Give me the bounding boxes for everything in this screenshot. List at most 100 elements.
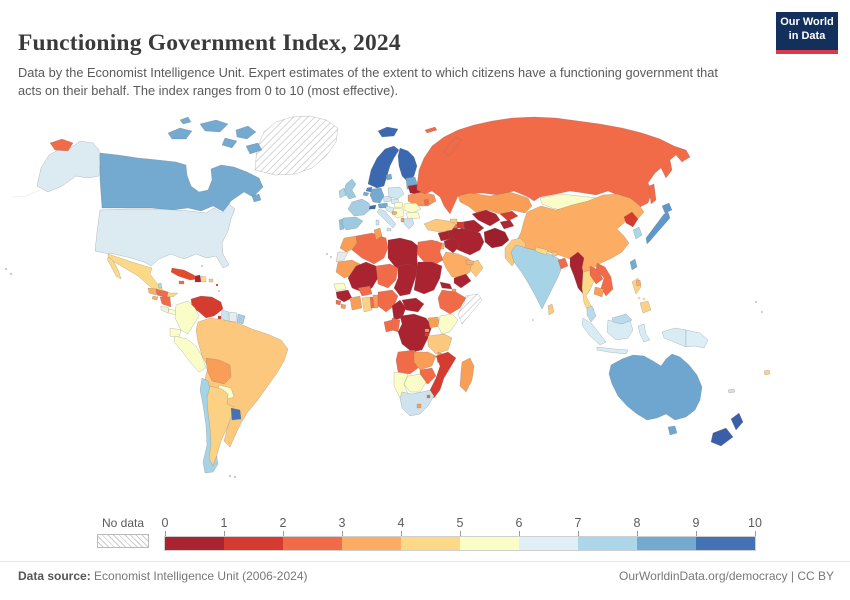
country-azerbaijan[interactable]	[456, 221, 465, 229]
country-taiwan[interactable]	[629, 258, 638, 271]
country-spain[interactable]	[341, 216, 364, 231]
country-romania[interactable]	[403, 202, 422, 214]
country-greece[interactable]	[403, 217, 415, 230]
country-uruguay[interactable]	[230, 407, 242, 421]
country-canada[interactable]	[99, 152, 264, 213]
country-afghanistan[interactable]	[483, 227, 510, 249]
country-eritrea[interactable]	[439, 281, 453, 290]
country-greenland[interactable]	[254, 115, 339, 176]
country-central-african-republic[interactable]	[401, 297, 425, 313]
country-french-guiana[interactable]	[236, 313, 246, 325]
country-indonesia-java[interactable]	[596, 346, 629, 355]
country-guatemala[interactable]	[147, 287, 158, 296]
country-ghana[interactable]	[361, 296, 373, 313]
country-canada-island[interactable]	[199, 119, 229, 133]
country-sudan[interactable]	[413, 261, 443, 295]
country-switzerland[interactable]	[368, 204, 377, 210]
country-chukotka[interactable]	[49, 138, 74, 152]
country-russia-novaya-zemlya[interactable]	[443, 136, 463, 157]
legend-band[interactable]	[283, 537, 342, 550]
country-moldova[interactable]	[423, 198, 430, 206]
country-usa[interactable]	[94, 203, 236, 269]
country-canada-island[interactable]	[235, 125, 257, 140]
legend-band[interactable]	[637, 537, 696, 550]
country-mexico-baja[interactable]	[106, 256, 122, 280]
country-kyrgyzstan[interactable]	[499, 210, 519, 222]
country-newfoundland[interactable]	[251, 193, 262, 203]
country-philippines-mindanao[interactable]	[639, 300, 652, 314]
country-indonesia-papua[interactable]	[661, 327, 687, 348]
country-cambodia[interactable]	[593, 286, 605, 298]
legend-no-data-swatch[interactable]	[97, 534, 149, 548]
legend-band[interactable]	[224, 537, 283, 550]
country-lesotho[interactable]	[416, 403, 422, 409]
country-chad[interactable]	[393, 263, 419, 297]
legend-band[interactable]	[696, 537, 755, 550]
country-trinidad[interactable]	[217, 315, 222, 320]
country-senegal[interactable]	[333, 282, 347, 292]
country-tunisia[interactable]	[373, 227, 383, 241]
country-iceland[interactable]	[377, 126, 399, 138]
country-saudi-arabia[interactable]	[441, 251, 473, 278]
country-cuba[interactable]	[170, 267, 199, 281]
country-nicaragua[interactable]	[159, 296, 172, 308]
owid-logo[interactable]: Our World in Data	[776, 12, 838, 54]
legend-colorbar[interactable]: 0 1 2 3 4 5 6 7 8 9 10	[162, 516, 765, 552]
country-syria[interactable]	[437, 230, 451, 242]
country-iraq[interactable]	[443, 237, 461, 254]
country-turkey[interactable]	[423, 218, 457, 233]
country-bangladesh[interactable]	[557, 257, 569, 270]
country-cameroon[interactable]	[391, 299, 407, 321]
country-sierra-leone[interactable]	[335, 299, 342, 306]
country-peru[interactable]	[173, 335, 207, 373]
legend-band[interactable]	[165, 537, 224, 550]
country-argentina[interactable]	[206, 385, 235, 467]
country-canada-island[interactable]	[245, 142, 263, 155]
legend-band[interactable]	[578, 537, 637, 550]
country-south-korea[interactable]	[632, 226, 643, 240]
country-bulgaria[interactable]	[405, 211, 421, 220]
country-western-sahara[interactable]	[335, 251, 349, 263]
country-japan-honshu[interactable]	[645, 211, 671, 245]
country-burundi[interactable]	[424, 332, 430, 337]
legend-band[interactable]	[460, 537, 519, 550]
country-russia[interactable]	[416, 116, 691, 215]
country-kazakhstan[interactable]	[457, 191, 533, 215]
country-indonesia-sulawesi[interactable]	[637, 323, 651, 343]
country-bhutan[interactable]	[551, 251, 558, 257]
country-tanzania[interactable]	[427, 333, 453, 355]
country-alaska[interactable]	[36, 140, 101, 193]
legend-band[interactable]	[342, 537, 401, 550]
country-brazil[interactable]	[195, 317, 289, 448]
country-madagascar[interactable]	[459, 357, 475, 393]
country-nepal[interactable]	[534, 246, 549, 256]
country-new-zealand-south[interactable]	[710, 427, 734, 447]
country-fiji[interactable]	[763, 369, 771, 376]
country-hungary[interactable]	[393, 201, 404, 209]
country-uk[interactable]	[343, 178, 357, 200]
country-rwanda[interactable]	[424, 328, 430, 333]
country-tajikistan[interactable]	[499, 219, 515, 230]
country-belgium[interactable]	[362, 191, 370, 197]
country-france[interactable]	[347, 198, 372, 217]
country-canada-island[interactable]	[221, 137, 238, 149]
country-north-korea[interactable]	[623, 211, 639, 228]
country-norway-sweden[interactable]	[367, 145, 400, 189]
country-puerto-rico[interactable]	[208, 278, 214, 283]
country-denmark[interactable]	[385, 173, 393, 181]
country-russia-arctic-island[interactable]	[424, 126, 438, 134]
legend-color-bar[interactable]	[164, 536, 756, 551]
country-zambia[interactable]	[413, 351, 437, 371]
country-new-caledonia[interactable]	[727, 388, 736, 394]
country-mexico[interactable]	[107, 253, 179, 298]
legend-band[interactable]	[401, 537, 460, 550]
country-honduras[interactable]	[155, 288, 169, 299]
country-burkina-faso[interactable]	[357, 285, 373, 297]
country-bolivia[interactable]	[205, 357, 232, 385]
country-drc[interactable]	[397, 313, 433, 353]
country-canada-island[interactable]	[167, 127, 193, 140]
country-jamaica[interactable]	[178, 280, 185, 285]
country-kenya[interactable]	[437, 313, 459, 335]
country-malaysia-borneo[interactable]	[611, 313, 633, 325]
